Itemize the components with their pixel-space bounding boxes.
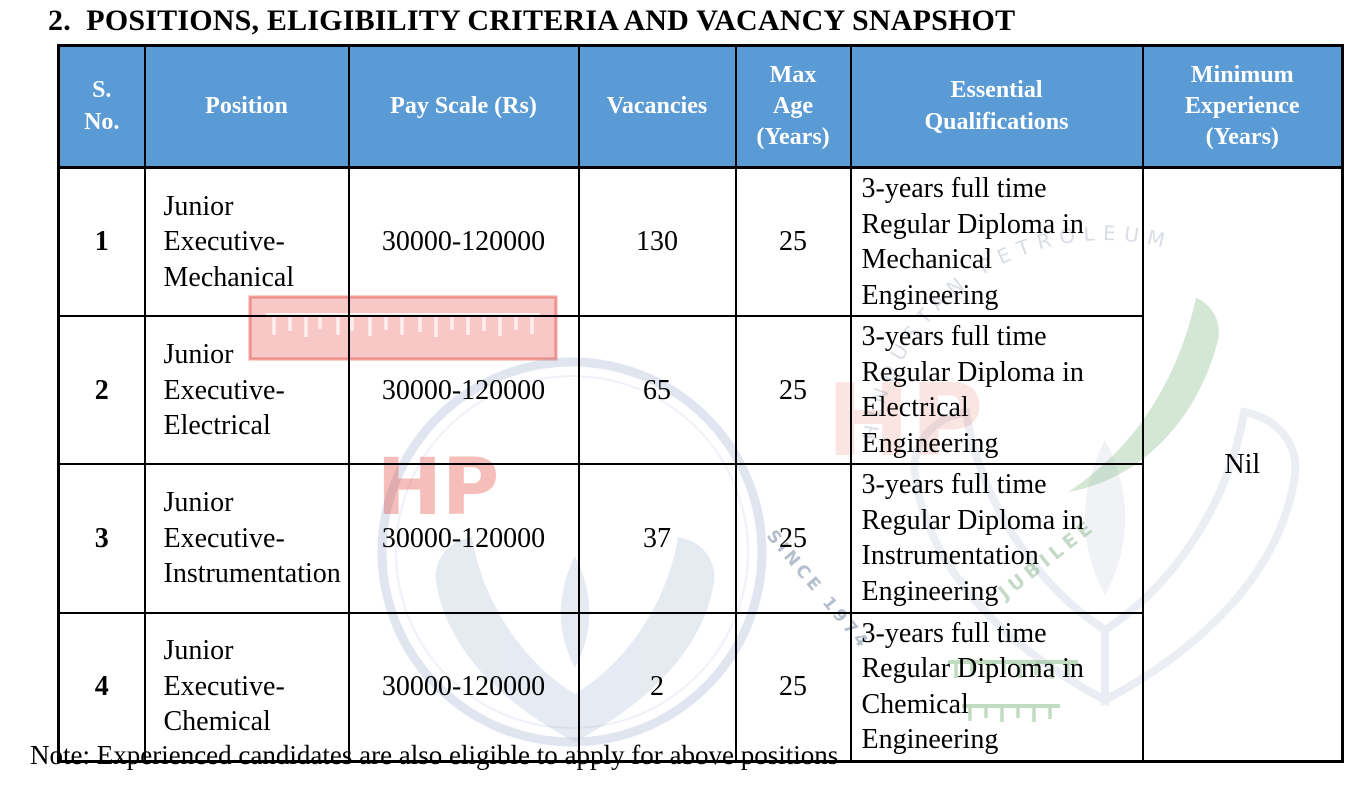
cell-max-age: 25 <box>734 166 852 318</box>
cell-max-age: 25 <box>734 611 852 763</box>
cell-vacancies: 65 <box>577 315 737 466</box>
cell-min-experience: Nil <box>1141 166 1344 763</box>
cell-sno: 2 <box>57 315 146 466</box>
header-min-experience: Minimum Experience (Years) <box>1141 44 1344 169</box>
cell-max-age: 25 <box>734 463 852 614</box>
cell-position: Junior Executive- Mechanical <box>143 166 350 318</box>
section-title: 2. POSITIONS, ELIGIBILITY CRITERIA AND V… <box>48 4 1016 37</box>
cell-vacancies: 130 <box>577 166 737 318</box>
table-row: 2 Junior Executive- Electrical 30000-120… <box>57 315 1343 466</box>
cell-vacancies: 2 <box>577 611 737 763</box>
note-text: Note: Experienced candidates are also el… <box>30 740 839 770</box>
cell-qualification: 3-years full time Regular Diploma in Ele… <box>849 315 1144 466</box>
cell-sno: 3 <box>57 463 146 614</box>
table-row: 1 Junior Executive- Mechanical 30000-120… <box>57 166 1344 763</box>
cell-pay-scale: 30000-120000 <box>347 315 580 466</box>
cell-sno: 1 <box>57 166 146 318</box>
cell-pay-scale: 30000-120000 <box>347 166 580 318</box>
cell-position: Junior Executive- Electrical <box>143 315 350 466</box>
header-max-age: Max Age (Years) <box>734 44 852 169</box>
cell-position: Junior Executive- Instrumentation <box>143 463 350 614</box>
cell-sno: 4 <box>57 611 146 763</box>
header-sno: S. No. <box>57 44 146 169</box>
cell-pay-scale: 30000-120000 <box>347 611 580 763</box>
header-pay-scale: Pay Scale (Rs) <box>347 44 580 169</box>
header-qualifications: Essential Qualifications <box>849 44 1144 169</box>
cell-vacancies: 37 <box>577 463 737 614</box>
cell-qualification: 3-years full time Regular Diploma in Ins… <box>849 463 1144 614</box>
header-position: Position <box>143 44 350 169</box>
table-row: 4 Junior Executive- Chemical 30000-12000… <box>57 611 1343 763</box>
cell-position: Junior Executive- Chemical <box>143 611 350 763</box>
cell-pay-scale: 30000-120000 <box>347 463 580 614</box>
cell-qualification: 3-years full time Regular Diploma in Che… <box>849 611 1144 763</box>
cell-qualification: 3-years full time Regular Diploma in Mec… <box>849 166 1144 318</box>
vacancy-table: S. No. Position Pay Scale (Rs) Vacancies… <box>57 44 1344 763</box>
header-row: S. No. Position Pay Scale (Rs) Vacancies… <box>57 44 1344 169</box>
cell-max-age: 25 <box>734 315 852 466</box>
header-vacancies: Vacancies <box>577 44 737 169</box>
table-row: 3 Junior Executive- Instrumentation 3000… <box>57 463 1343 614</box>
